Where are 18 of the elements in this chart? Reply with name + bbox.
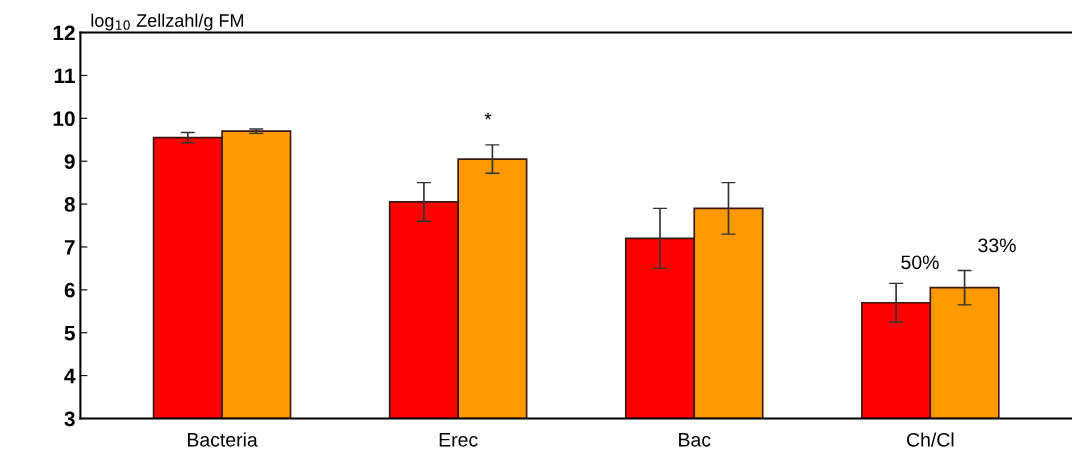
y-tick-label: 7 bbox=[64, 240, 75, 255]
y-tick-label: 4 bbox=[64, 368, 76, 384]
annotation: * bbox=[484, 112, 492, 120]
y-tick-label: 11 bbox=[54, 68, 75, 83]
x-tick-label: Erec bbox=[439, 433, 478, 447]
y-tick-label: 3 bbox=[64, 411, 75, 427]
y-tick-label: 6 bbox=[64, 282, 75, 298]
y-tick-label: 10 bbox=[53, 111, 75, 127]
x-tick-label: Bacteria bbox=[187, 432, 258, 447]
y-axis-title: log$_{10}$ Zellzahl/g FM bbox=[91, 13, 244, 31]
annotation: 50% bbox=[901, 255, 939, 270]
x-tick-label: Ch/Cl bbox=[907, 432, 954, 447]
annotation: 33% bbox=[978, 238, 1016, 253]
y-tick-label: 5 bbox=[64, 325, 75, 341]
y-tick-label: 12 bbox=[53, 25, 75, 41]
y-tick-label: 8 bbox=[64, 197, 75, 212]
x-tick-label: Bac bbox=[679, 433, 711, 447]
y-tick-label: 9 bbox=[64, 154, 75, 169]
